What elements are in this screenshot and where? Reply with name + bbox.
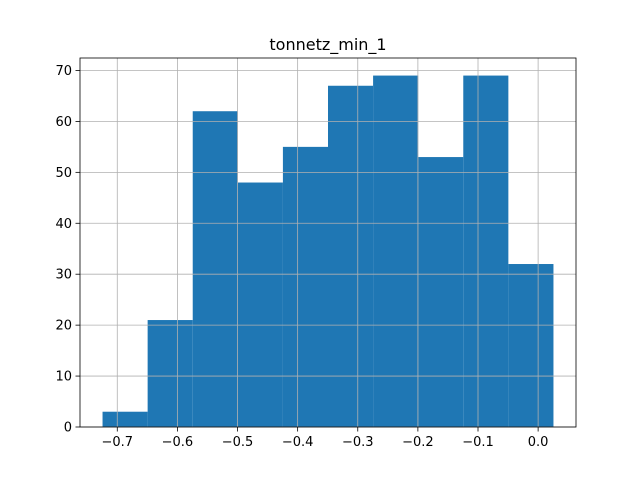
- histogram-bar: [147, 320, 193, 427]
- x-tick-label: −0.3: [342, 435, 374, 450]
- axes: [79, 57, 577, 428]
- histogram-bar: [373, 75, 419, 428]
- histogram-bar: [328, 85, 374, 428]
- y-tick-label: 20: [55, 319, 72, 334]
- x-tick-label: −0.2: [402, 435, 434, 450]
- y-tick-label: 50: [55, 166, 72, 181]
- x-tick-label: −0.7: [101, 435, 133, 450]
- y-tick-label: 10: [55, 370, 72, 385]
- x-tick-label: −0.6: [162, 435, 194, 450]
- x-tick-label: −0.5: [222, 435, 254, 450]
- histogram-bar: [418, 157, 464, 427]
- histogram-bar: [282, 146, 328, 427]
- histogram-bar: [237, 182, 283, 427]
- y-tick-label: 40: [55, 217, 72, 232]
- histogram-bar: [463, 75, 509, 428]
- axes-frame: [79, 57, 577, 428]
- histogram-bar: [192, 111, 238, 427]
- chart-title: tonnetz_min_1: [269, 35, 386, 55]
- x-axis-ticks: −0.7 −0.6 −0.5 −0.4 −0.3 −0.2 −0.1 0.0: [101, 427, 548, 450]
- x-tick-label: 0.0: [528, 435, 549, 450]
- y-tick-label: 60: [55, 115, 72, 130]
- histogram-bars: [102, 75, 554, 428]
- histogram-bar: [508, 264, 554, 427]
- y-tick-label: 70: [55, 64, 72, 79]
- y-tick-label: 30: [55, 268, 72, 283]
- y-tick-label: 0: [64, 421, 72, 436]
- x-tick-label: −0.4: [282, 435, 314, 450]
- histogram-bar: [102, 411, 148, 427]
- x-tick-label: −0.1: [462, 435, 494, 450]
- y-axis-ticks: 0 10 20 30 40 50 60 70: [55, 64, 80, 436]
